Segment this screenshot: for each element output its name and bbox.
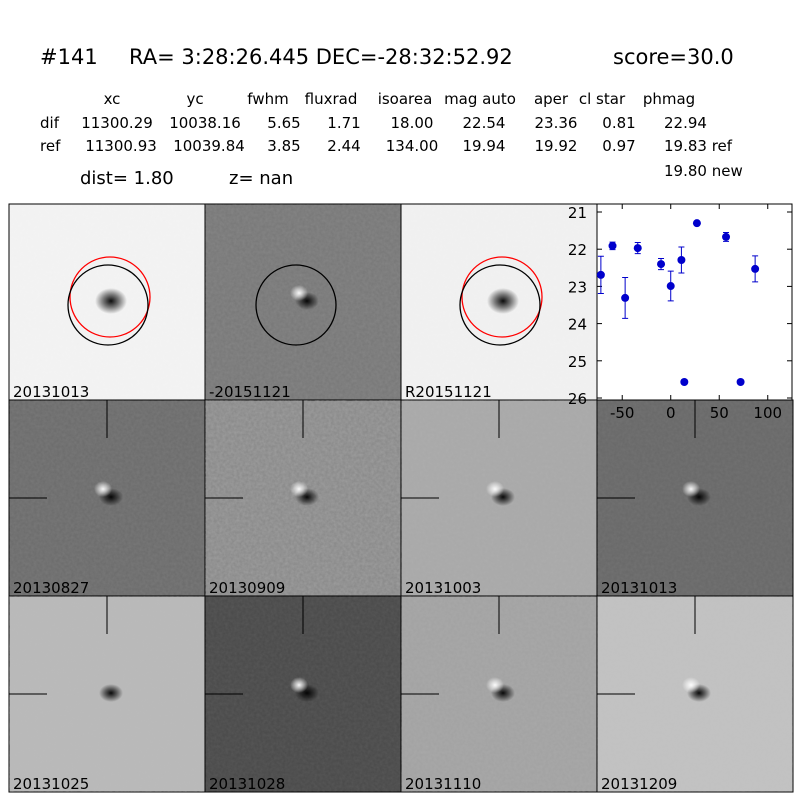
table-cell: 10039.84 xyxy=(173,137,245,155)
x-tick-label: -50 xyxy=(610,404,635,422)
column-header: mag auto xyxy=(444,90,516,108)
data-point xyxy=(633,244,642,253)
data-point xyxy=(608,241,617,250)
source-dark xyxy=(95,288,127,314)
panel-label: 20131110 xyxy=(405,775,481,793)
coordinates: RA= 3:28:26.445 DEC=-28:32:52.92 xyxy=(129,45,513,69)
panel-label: 20131003 xyxy=(405,579,481,597)
data-point xyxy=(736,378,745,387)
table: xc yc fwhm fluxrad isoarea mag auto aper cl sta… xyxy=(40,90,743,180)
table-cell: 18.00 xyxy=(391,114,434,132)
y-tick-label: 24 xyxy=(568,316,587,334)
source-dark xyxy=(487,288,519,314)
table-cell: 5.65 xyxy=(267,114,300,132)
source-bright xyxy=(486,677,504,693)
table-cell: 19.92 xyxy=(535,137,578,155)
data-point xyxy=(677,255,686,264)
source-bright xyxy=(486,481,504,497)
panel-label: 20131013 xyxy=(601,579,677,597)
column-header: fwhm xyxy=(247,90,288,108)
table-cell: 23.36 xyxy=(535,114,578,132)
table-cell: 11300.29 xyxy=(81,114,153,132)
table-cell: 2.44 xyxy=(327,137,360,155)
y-tick-label: 22 xyxy=(568,241,587,259)
panel-label: 20130827 xyxy=(13,579,89,597)
table-cell: 3.85 xyxy=(267,137,300,155)
table-cell: 19.83 ref xyxy=(664,137,733,155)
dist: dist= 1.80 xyxy=(80,168,174,189)
y-tick-label: 23 xyxy=(568,278,587,296)
source-bright xyxy=(94,481,112,497)
column-header: yc xyxy=(186,90,203,108)
data-point xyxy=(751,264,760,273)
table-cell: 22.94 xyxy=(664,114,707,132)
column-header: isoarea xyxy=(378,90,433,108)
x-tick-label: 0 xyxy=(666,404,676,422)
score: score=30.0 xyxy=(613,45,734,69)
panel-label: -20151121 xyxy=(209,383,291,401)
table-cell: 0.81 xyxy=(602,114,635,132)
y-tick-label: 26 xyxy=(568,390,587,408)
aperture xyxy=(461,256,543,338)
y-tick-label: 21 xyxy=(568,204,587,222)
table-cell: 134.00 xyxy=(386,137,439,155)
column-header: fluxrad xyxy=(305,90,358,108)
panel-label: 20131025 xyxy=(13,775,89,793)
table-cell: 1.71 xyxy=(327,114,360,132)
row-label: ref xyxy=(40,137,61,155)
plot-area xyxy=(596,203,793,401)
data-point xyxy=(680,378,689,387)
table-cell: 11300.93 xyxy=(85,137,157,155)
table-cell: 10038.16 xyxy=(169,114,241,132)
light-curve: 21 22 23 24 25 26 -50 0 50 100 xyxy=(568,203,793,422)
aperture xyxy=(69,256,151,338)
table-note: 19.80 new xyxy=(664,162,743,180)
column-header: phmag xyxy=(643,90,695,108)
y-tick-label: 25 xyxy=(568,353,587,371)
panel-label: R20151121 xyxy=(405,383,492,401)
source-bright xyxy=(290,285,308,301)
source-bright xyxy=(290,481,308,497)
table-cell: 22.54 xyxy=(463,114,506,132)
column-header: xc xyxy=(104,90,121,108)
table-cell: 0.97 xyxy=(602,137,635,155)
panels: 20131013 -20151121 R20151121 20130827 201309… xyxy=(8,203,794,793)
data-point xyxy=(722,232,731,241)
source-bright xyxy=(290,677,308,693)
column-header: cl star xyxy=(579,90,626,108)
x-tick-label: 50 xyxy=(710,404,729,422)
panel-label: 20131028 xyxy=(209,775,285,793)
data-point xyxy=(657,260,666,269)
redshift: z= nan xyxy=(229,168,293,189)
object-id: #141 xyxy=(40,45,98,69)
data-point xyxy=(692,219,701,228)
panel-label: 20130909 xyxy=(209,579,285,597)
panel-label: 20131013 xyxy=(13,383,89,401)
source-bright xyxy=(682,677,700,693)
aperture xyxy=(67,264,149,346)
source-bright xyxy=(682,481,700,497)
panel-label: 20131209 xyxy=(601,775,677,793)
column-header: aper xyxy=(534,90,569,108)
x-tick-label: 100 xyxy=(753,404,782,422)
aperture xyxy=(459,264,541,346)
aperture xyxy=(255,264,337,346)
table-cell: 19.94 xyxy=(463,137,506,155)
data-point xyxy=(596,270,605,279)
data-point xyxy=(621,293,630,302)
source-dark xyxy=(99,684,123,702)
data-point xyxy=(666,282,675,291)
row-label: dif xyxy=(40,114,60,132)
